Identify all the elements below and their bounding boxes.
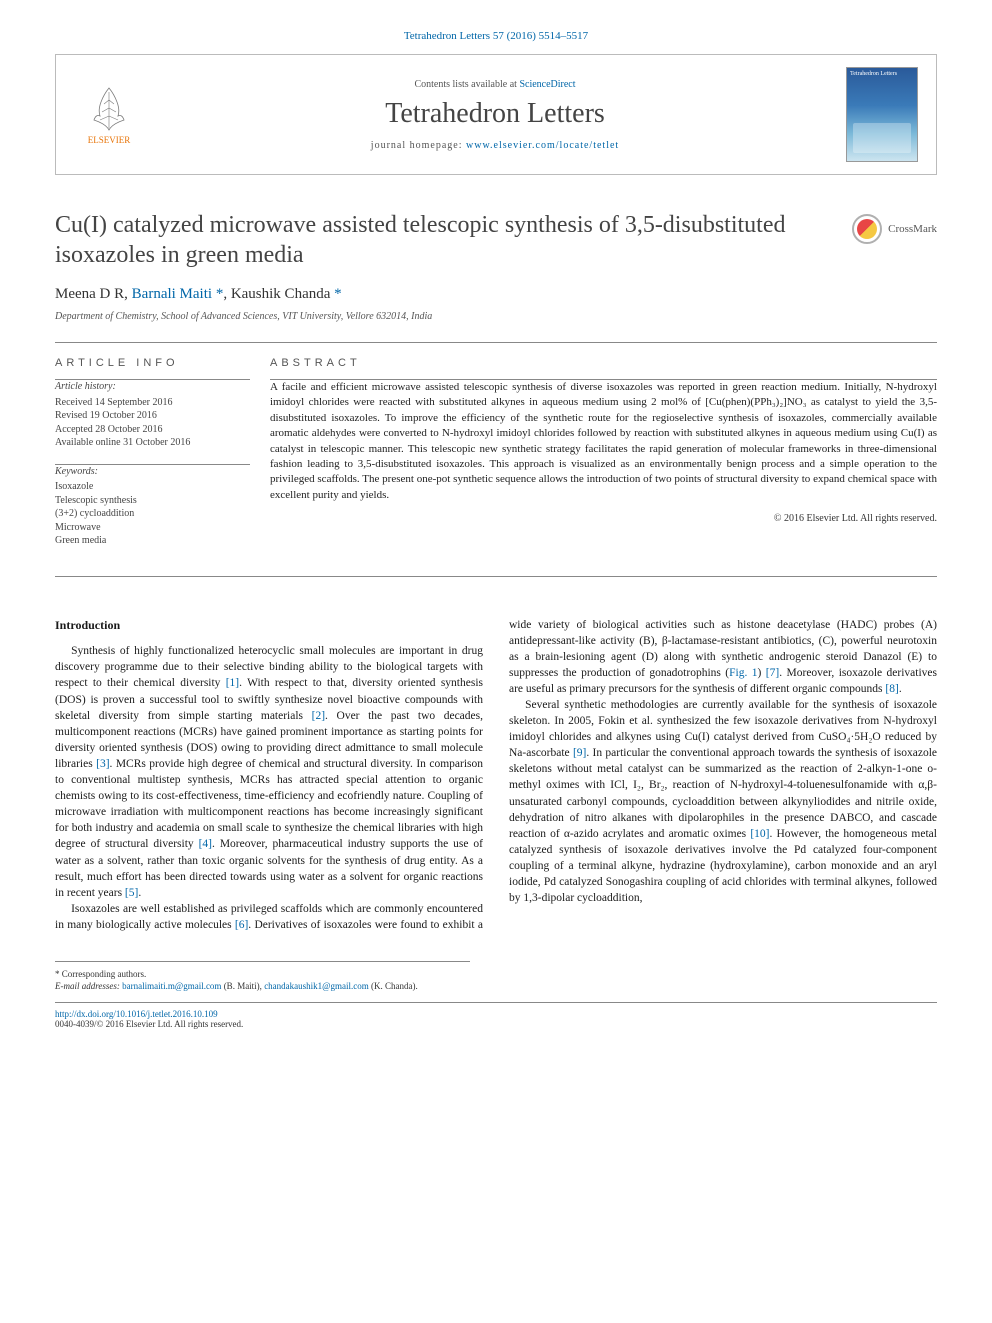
para-3: Several synthetic methodologies are curr… — [509, 697, 937, 906]
online-date: Available online 31 October 2016 — [55, 436, 250, 450]
divider-bottom — [55, 576, 937, 577]
abstract-copyright: © 2016 Elsevier Ltd. All rights reserved… — [270, 513, 937, 524]
contents-prefix: Contents lists available at — [414, 79, 519, 90]
author-2-link[interactable]: Barnali Maiti — [132, 286, 212, 302]
email-2[interactable]: chandakaushik1@gmail.com — [264, 981, 369, 991]
t-p1d: . MCRs provide high degree of chemical a… — [55, 758, 483, 850]
t-p1f: . — [138, 887, 141, 899]
ref-9[interactable]: [9] — [573, 747, 586, 759]
kw-2: Telescopic synthesis — [55, 494, 250, 508]
body-columns: Introduction Synthesis of highly functio… — [55, 617, 937, 933]
ref-4[interactable]: [4] — [199, 838, 212, 850]
footnotes: * Corresponding authors. E-mail addresse… — [55, 961, 470, 992]
corr-mark-1: * — [212, 286, 223, 302]
ref-3[interactable]: [3] — [96, 758, 109, 770]
ref-10[interactable]: [10] — [750, 828, 769, 840]
home-prefix: journal homepage: — [371, 140, 466, 151]
elsevier-logo: ELSEVIER — [74, 84, 144, 146]
article-info-heading: ARTICLE INFO — [55, 357, 250, 369]
author-3: , Kaushik Chanda — [223, 286, 330, 302]
para-1: Synthesis of highly functionalized heter… — [55, 643, 483, 901]
author-1: Meena D R, — [55, 286, 132, 302]
email-label: E-mail addresses: — [55, 981, 122, 991]
kw-3: (3+2) cycloaddition — [55, 507, 250, 521]
issn-copyright: 0040-4039/© 2016 Elsevier Ltd. All right… — [55, 1019, 937, 1029]
journal-header: ELSEVIER Contents lists available at Sci… — [55, 54, 937, 175]
cover-label: Tetrahedron Letters — [850, 71, 897, 77]
top-citation: Tetrahedron Letters 57 (2016) 5514–5517 — [55, 30, 937, 42]
abstract-col: ABSTRACT A facile and efficient microwav… — [270, 357, 937, 562]
crossmark-badge[interactable]: CrossMark — [852, 214, 937, 244]
accepted-date: Accepted 28 October 2016 — [55, 423, 250, 437]
contents-line: Contents lists available at ScienceDirec… — [144, 79, 846, 90]
journal-cover-thumb: Tetrahedron Letters — [846, 67, 918, 162]
ref-1[interactable]: [1] — [226, 677, 239, 689]
email-name-2: (K. Chanda). — [369, 981, 418, 991]
ref-6[interactable]: [6] — [235, 919, 248, 931]
journal-home: journal homepage: www.elsevier.com/locat… — [144, 140, 846, 151]
ref-2[interactable]: [2] — [312, 710, 325, 722]
page-root: Tetrahedron Letters 57 (2016) 5514–5517 … — [0, 0, 992, 1069]
ref-8[interactable]: [8] — [885, 683, 898, 695]
history-block: Article history: Received 14 September 2… — [55, 380, 250, 450]
article-title: Cu(I) catalyzed microwave assisted teles… — [55, 210, 832, 270]
title-row: Cu(I) catalyzed microwave assisted teles… — [55, 210, 937, 286]
email-name-1: (B. Maiti), — [221, 981, 264, 991]
kw-5: Green media — [55, 534, 250, 548]
crossmark-label: CrossMark — [888, 223, 937, 235]
journal-name: Tetrahedron Letters — [144, 98, 846, 130]
header-center: Contents lists available at ScienceDirec… — [144, 79, 846, 151]
t-p3b: . In particular the conventional approac… — [509, 747, 937, 839]
bottom-bar: http://dx.doi.org/10.1016/j.tetlet.2016.… — [55, 1002, 937, 1029]
info-abstract-row: ARTICLE INFO Article history: Received 1… — [55, 357, 937, 562]
keywords-block: Keywords: Isoxazole Telescopic synthesis… — [55, 465, 250, 548]
affiliation: Department of Chemistry, School of Advan… — [55, 311, 937, 322]
crossmark-icon — [852, 214, 882, 244]
journal-home-link[interactable]: www.elsevier.com/locate/tetlet — [466, 140, 619, 151]
divider-top — [55, 342, 937, 343]
ref-7[interactable]: [7] — [766, 667, 779, 679]
email-1[interactable]: barnalimaiti.m@gmail.com — [122, 981, 221, 991]
kw-4: Microwave — [55, 521, 250, 535]
elsevier-tree-icon — [86, 84, 132, 134]
ref-5[interactable]: [5] — [125, 887, 138, 899]
t-p2c: ) — [758, 667, 766, 679]
email-line: E-mail addresses: barnalimaiti.m@gmail.c… — [55, 980, 470, 992]
sciencedirect-link[interactable]: ScienceDirect — [519, 79, 575, 90]
t-p2e: . — [899, 683, 902, 695]
doi-link[interactable]: http://dx.doi.org/10.1016/j.tetlet.2016.… — [55, 1009, 218, 1019]
abstract-text: A facile and efficient microwave assiste… — [270, 380, 937, 503]
fig-1-ref[interactable]: Fig. 1 — [729, 667, 757, 679]
section-introduction: Introduction — [55, 617, 483, 634]
abstract-heading: ABSTRACT — [270, 357, 937, 369]
authors-line: Meena D R, Barnali Maiti *, Kaushik Chan… — [55, 286, 937, 303]
history-label: Article history: — [55, 380, 250, 394]
article-info-col: ARTICLE INFO Article history: Received 1… — [55, 357, 270, 562]
elsevier-label: ELSEVIER — [88, 135, 131, 145]
kw-1: Isoxazole — [55, 480, 250, 494]
received-date: Received 14 September 2016 — [55, 396, 250, 410]
keywords-label: Keywords: — [55, 465, 250, 479]
revised-date: Revised 19 October 2016 — [55, 409, 250, 423]
corr-authors-note: * Corresponding authors. — [55, 968, 470, 980]
corr-mark-2: * — [330, 286, 341, 302]
